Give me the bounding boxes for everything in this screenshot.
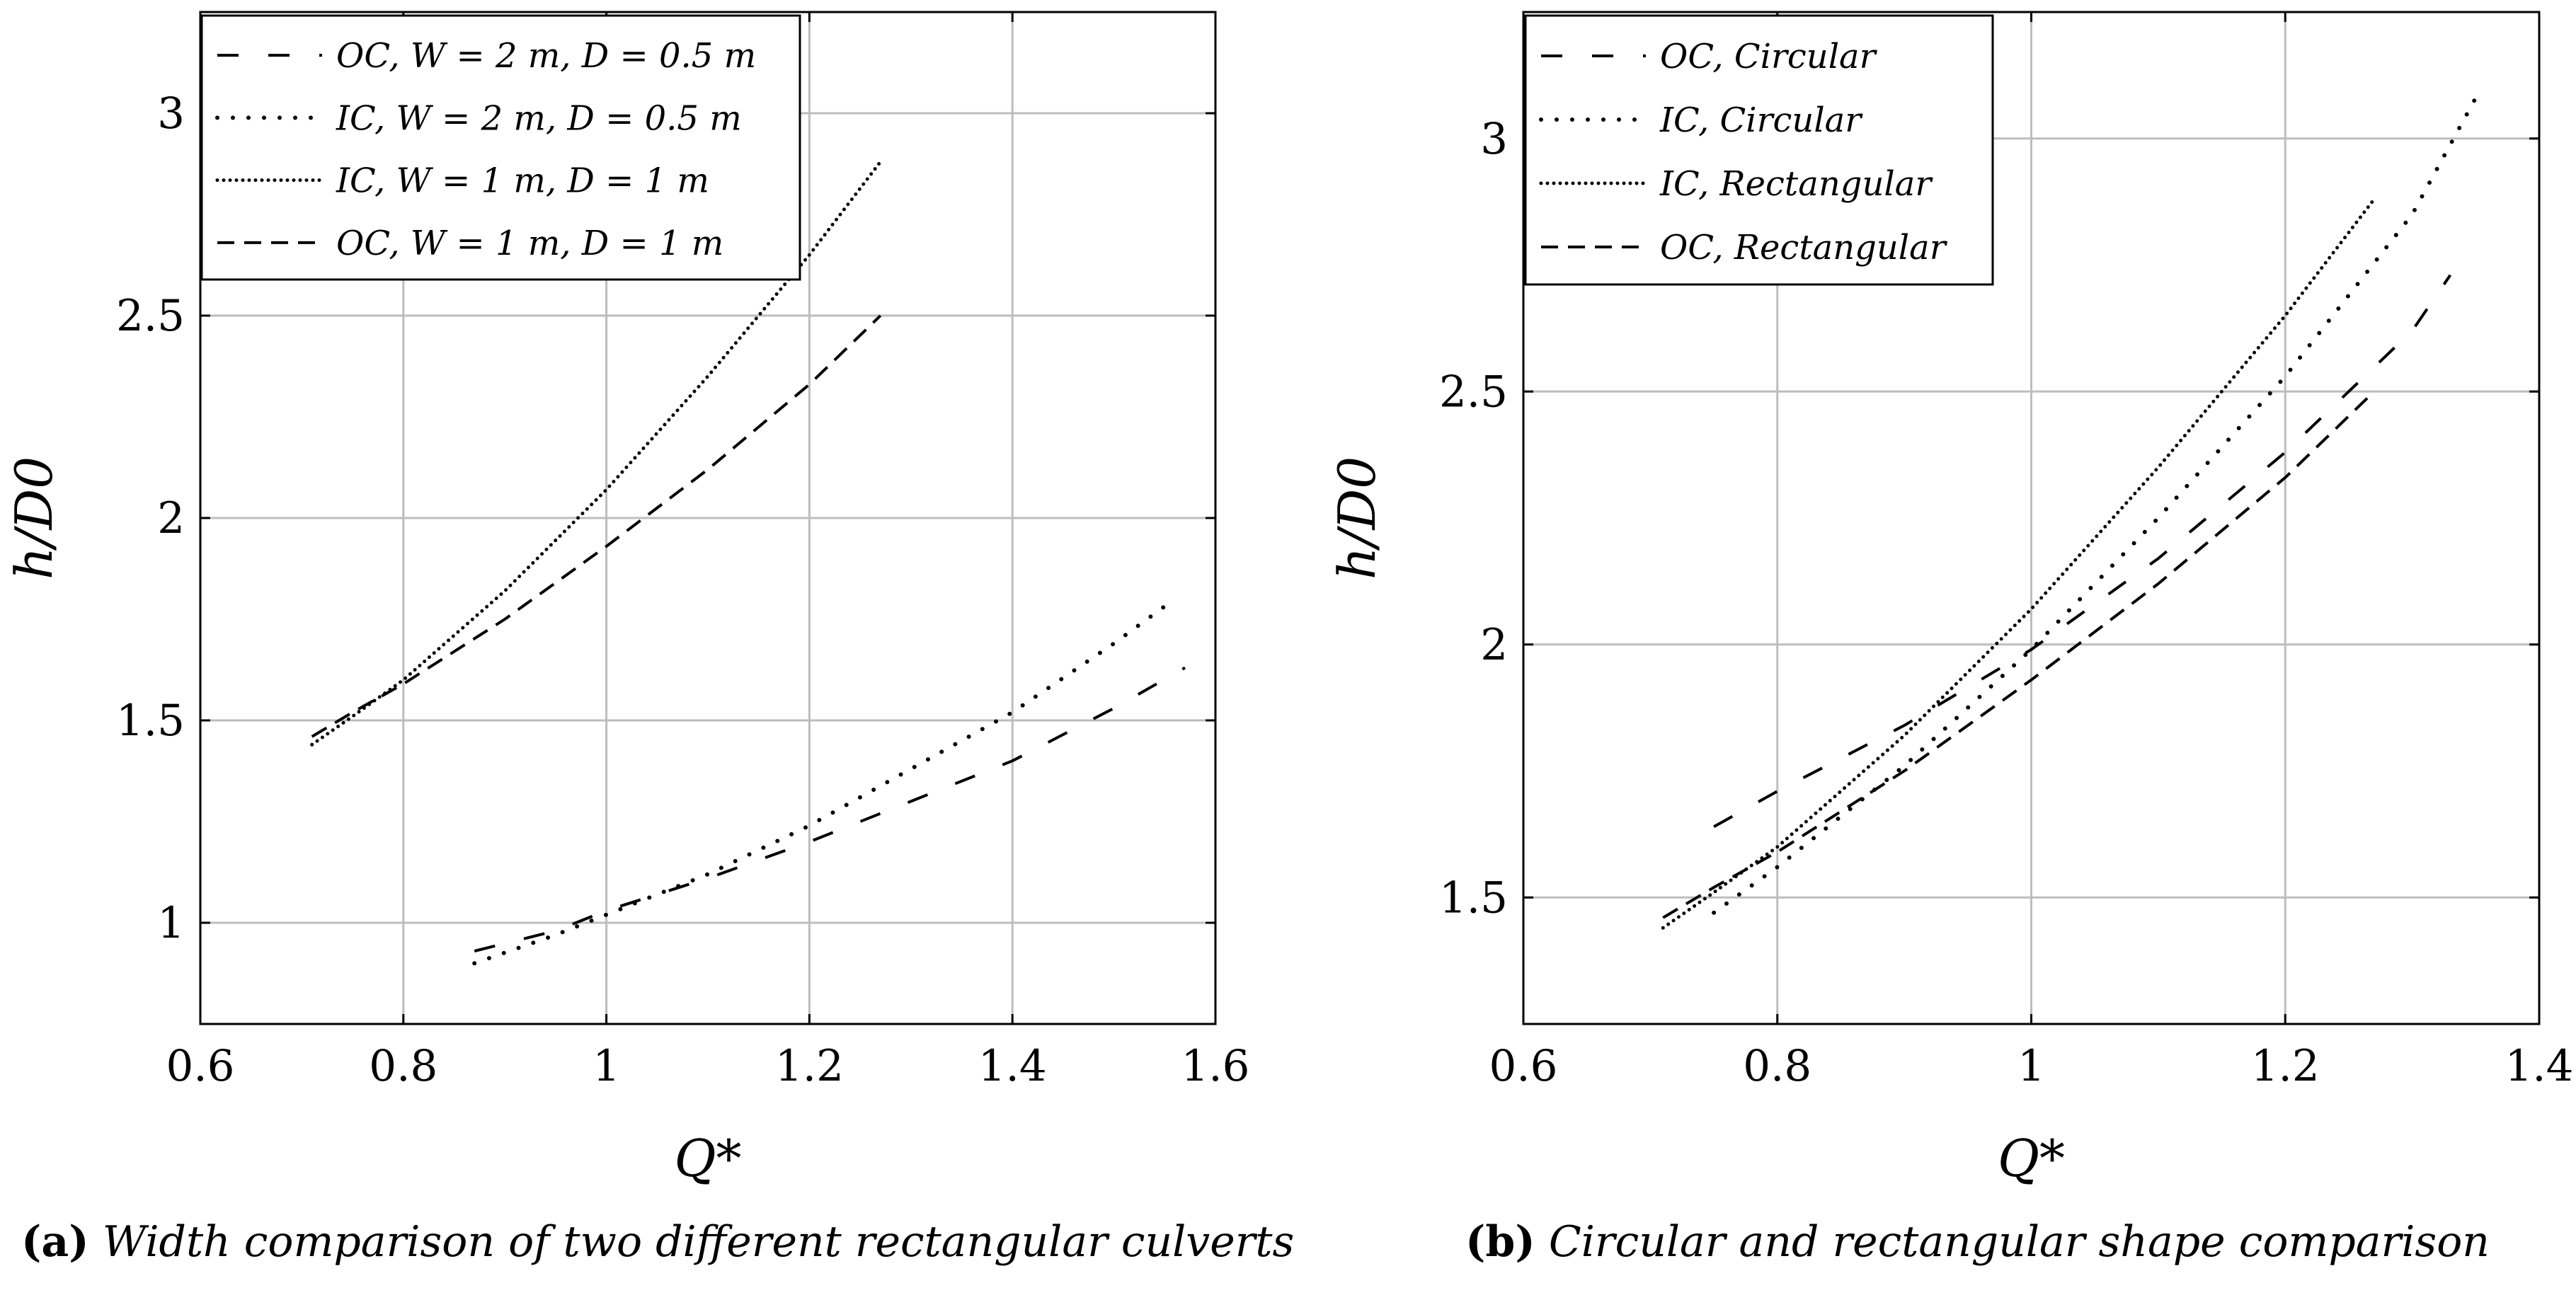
x-tick-label: 0.6 bbox=[1489, 1041, 1557, 1091]
legend: OC, Circular IC, Circular IC, Rectangular O… bbox=[1524, 14, 1994, 286]
x-tick-label: 1.2 bbox=[2251, 1041, 2320, 1091]
y-tick-label: 1.5 bbox=[1439, 873, 1508, 923]
y-tick-label: 3 bbox=[1480, 114, 1508, 164]
legend-label-1: OC, Circular bbox=[1660, 37, 1878, 76]
legend-box bbox=[1524, 14, 1994, 286]
legend-box bbox=[200, 14, 801, 281]
legend-label-4: OC, Rectangular bbox=[1660, 228, 1948, 267]
x-tick-label: 1 bbox=[2017, 1041, 2045, 1091]
legend-label-3: IC, W = 1 m, D = 1 m bbox=[336, 161, 709, 201]
x-tick-label: 1.6 bbox=[1181, 1041, 1249, 1091]
y-tick-label: 1.5 bbox=[116, 696, 185, 746]
caption-b: (b) Circular and rectangular shape compa… bbox=[1465, 1217, 2490, 1267]
chart-panel-b: 0.6 0.8 1 1.2 1.4 1.5 2 2.5 3 Q* h/D0 OC, Circular I… bbox=[1327, 11, 2574, 1188]
x-tick-label: 1.2 bbox=[775, 1041, 844, 1091]
x-axis-label: Q* bbox=[1998, 1129, 2065, 1188]
y-tick-label: 2 bbox=[1480, 620, 1508, 670]
y-tick-label: 2.5 bbox=[1439, 367, 1508, 417]
y-tick-label: 3 bbox=[157, 88, 185, 139]
caption-a-label: (a) bbox=[21, 1217, 89, 1267]
caption-a-text: Width comparison of two different rectan… bbox=[102, 1217, 1295, 1267]
x-tick-label: 0.8 bbox=[1743, 1041, 1811, 1091]
x-tick-label: 1.4 bbox=[978, 1041, 1047, 1091]
legend: OC, W = 2 m, D = 0.5 m IC, W = 2 m, D = 0… bbox=[200, 14, 801, 281]
y-axis-label: h/D0 bbox=[1327, 456, 1387, 580]
legend-label-3: IC, Rectangular bbox=[1659, 164, 1933, 204]
y-axis-label: h/D0 bbox=[4, 456, 64, 580]
series-line-4 bbox=[1662, 390, 2376, 919]
legend-label-4: OC, W = 1 m, D = 1 m bbox=[336, 224, 723, 263]
legend-label-1: OC, W = 2 m, D = 0.5 m bbox=[336, 36, 756, 76]
y-tick-label: 2 bbox=[157, 493, 185, 543]
caption-b-text: Circular and rectangular shape compariso… bbox=[1548, 1217, 2490, 1267]
x-axis-label: Q* bbox=[674, 1129, 741, 1188]
series-line-3 bbox=[1661, 197, 2376, 930]
series-line-1 bbox=[474, 666, 1186, 952]
x-tick-label: 1 bbox=[593, 1041, 620, 1091]
x-tick-label: 1.4 bbox=[2505, 1041, 2573, 1091]
series-line-4 bbox=[311, 314, 882, 738]
y-tick-label: 2.5 bbox=[116, 291, 185, 341]
y-tick-label: 1 bbox=[157, 898, 185, 948]
series-line-2 bbox=[472, 597, 1177, 966]
x-tick-label: 0.6 bbox=[166, 1041, 234, 1091]
x-tick-label: 0.8 bbox=[369, 1041, 437, 1091]
legend-label-2: IC, W = 2 m, D = 0.5 m bbox=[336, 98, 742, 138]
caption-a: (a) Width comparison of two different re… bbox=[21, 1217, 1294, 1267]
series-line-1 bbox=[1713, 274, 2452, 828]
caption-b-label: (b) bbox=[1465, 1217, 1535, 1267]
legend-label-2: IC, Circular bbox=[1659, 100, 1863, 140]
chart-panel-a: 0.6 0.8 1 1.2 1.4 1.6 1 1.5 2 2.5 3 Q* h/D0 OC, W = 2… bbox=[4, 11, 1250, 1188]
